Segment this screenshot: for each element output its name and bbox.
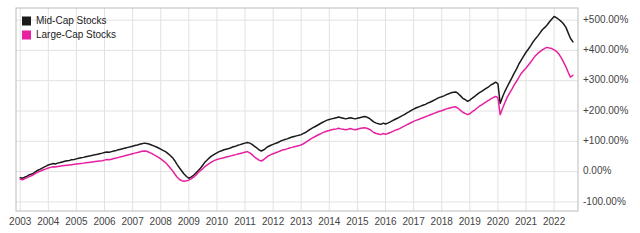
y-tick-label: +100.00% (583, 135, 628, 146)
x-tick-label: 2009 (178, 216, 201, 227)
grid-line (554, 8, 555, 211)
plot-area (20, 16, 573, 181)
grid-line (357, 8, 358, 211)
x-tick-label: 2022 (543, 216, 566, 227)
x-tick-label: 2017 (402, 216, 425, 227)
grid-line (16, 50, 578, 51)
y-tick-label: +400.00% (583, 44, 628, 55)
legend-swatch (22, 31, 31, 40)
y-tick-label: +300.00% (583, 74, 628, 85)
grid-line (273, 8, 274, 211)
grid-line (16, 141, 578, 142)
x-tick-label: 2018 (431, 216, 454, 227)
plot-frame (16, 8, 578, 211)
legend-swatch (22, 17, 31, 26)
x-tick-label: 2013 (290, 216, 313, 227)
grid-line (16, 201, 578, 202)
series-line (20, 47, 573, 181)
grid-line (16, 111, 578, 112)
legend: Mid-Cap Stocks Large-Cap Stocks (22, 15, 116, 40)
legend-label: Large-Cap Stocks (36, 29, 116, 40)
y-tick-label: -100.00% (583, 196, 626, 207)
x-tick-label: 2007 (121, 216, 144, 227)
grid-line (16, 171, 578, 172)
grid-line (497, 8, 498, 211)
axes: 2003 2004 2005 2006 2007 2008 2009 2010 2011 2012… (9, 14, 628, 227)
grid-line (329, 8, 330, 211)
chart: 2003 2004 2005 2006 2007 2008 2009 2010 2011 2012… (0, 0, 640, 233)
x-tick-label: 2015 (346, 216, 369, 227)
grid (16, 8, 578, 211)
x-tick-label: 2011 (234, 216, 256, 227)
x-tick-label: 2014 (318, 216, 341, 227)
x-tick-label: 2003 (9, 216, 32, 227)
grid-line (469, 8, 470, 211)
y-tick-label: +200.00% (583, 105, 628, 116)
x-tick-label: 2004 (37, 216, 60, 227)
x-tick-label: 2020 (487, 216, 510, 227)
y-tick-label: 0.00% (583, 165, 611, 176)
grid-line (385, 8, 386, 211)
legend-label: Mid-Cap Stocks (36, 15, 107, 26)
x-tick-label: 2010 (206, 216, 229, 227)
grid-line (16, 80, 578, 81)
grid-line (526, 8, 527, 211)
x-tick-label: 2006 (93, 216, 116, 227)
y-tick-label: +500.00% (583, 14, 628, 25)
x-tick-label: 2021 (515, 216, 538, 227)
x-tick-label: 2019 (459, 216, 482, 227)
x-tick-label: 2008 (150, 216, 173, 227)
x-tick-label: 2016 (374, 216, 397, 227)
grid-line (216, 8, 217, 211)
x-tick-label: 2012 (262, 216, 285, 227)
grid-line (441, 8, 442, 211)
series-line (20, 16, 573, 178)
grid-line (20, 8, 21, 211)
grid-line (245, 8, 246, 211)
grid-line (160, 8, 161, 211)
x-tick-label: 2005 (65, 216, 88, 227)
grid-line (301, 8, 302, 211)
grid-line (132, 8, 133, 211)
